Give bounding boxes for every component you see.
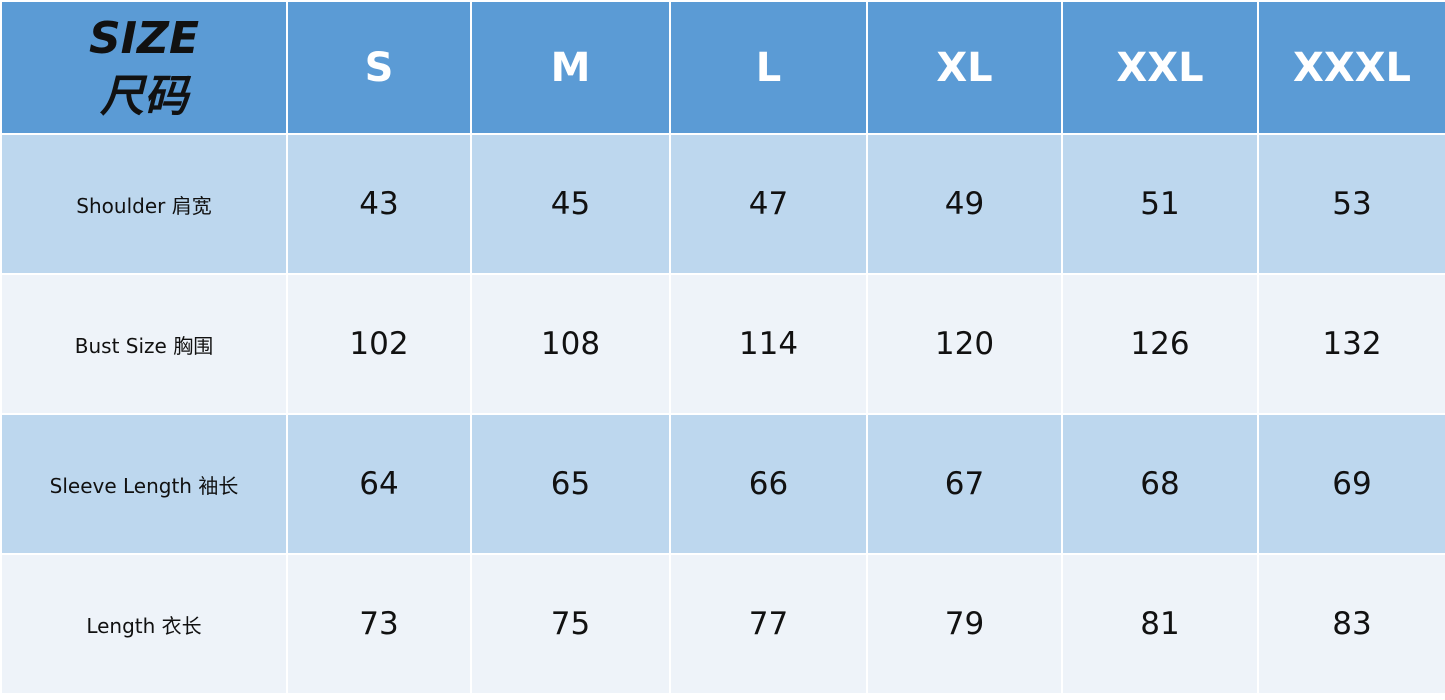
- measurement-cell: 102: [286, 273, 472, 415]
- size-header-xxxl: XXXL: [1257, 0, 1445, 135]
- measurement-cell: 69: [1257, 413, 1445, 555]
- measurement-cell: 68: [1061, 413, 1259, 555]
- size-header-xl: XL: [866, 0, 1063, 135]
- size-corner-header: SIZE 尺码: [0, 0, 288, 135]
- table-row: Length 衣长 73 75 77 79 81 83: [0, 553, 1445, 695]
- measurement-cell: 126: [1061, 273, 1259, 415]
- measurement-cell: 75: [470, 553, 671, 695]
- measurement-cell: 66: [669, 413, 868, 555]
- measurement-cell: 120: [866, 273, 1063, 415]
- measurement-cell: 67: [866, 413, 1063, 555]
- table-row: Shoulder 肩宽 43 45 47 49 51 53: [0, 133, 1445, 275]
- measurement-cell: 47: [669, 133, 868, 275]
- row-label: Length 衣长: [0, 553, 288, 695]
- size-header-l: L: [669, 0, 868, 135]
- size-header-xxl: XXL: [1061, 0, 1259, 135]
- measurement-cell: 43: [286, 133, 472, 275]
- measurement-cell: 64: [286, 413, 472, 555]
- measurement-cell: 83: [1257, 553, 1445, 695]
- row-label: Bust Size 胸围: [0, 273, 288, 415]
- measurement-cell: 51: [1061, 133, 1259, 275]
- measurement-cell: 114: [669, 273, 868, 415]
- table-row: Sleeve Length 袖长 64 65 66 67 68 69: [0, 413, 1445, 555]
- measurement-cell: 45: [470, 133, 671, 275]
- header-row: SIZE 尺码 S M L XL XXL XXXL: [0, 0, 1445, 135]
- measurement-cell: 49: [866, 133, 1063, 275]
- row-label: Shoulder 肩宽: [0, 133, 288, 275]
- size-label-cn: 尺码: [100, 70, 188, 122]
- size-header-m: M: [470, 0, 671, 135]
- measurement-cell: 53: [1257, 133, 1445, 275]
- measurement-cell: 79: [866, 553, 1063, 695]
- measurement-cell: 132: [1257, 273, 1445, 415]
- measurement-cell: 77: [669, 553, 868, 695]
- measurement-cell: 65: [470, 413, 671, 555]
- table-row: Bust Size 胸围 102 108 114 120 126 132: [0, 273, 1445, 415]
- measurement-cell: 73: [286, 553, 472, 695]
- size-header-s: S: [286, 0, 472, 135]
- size-label-en: SIZE: [88, 12, 200, 64]
- measurement-cell: 108: [470, 273, 671, 415]
- measurement-cell: 81: [1061, 553, 1259, 695]
- row-label: Sleeve Length 袖长: [0, 413, 288, 555]
